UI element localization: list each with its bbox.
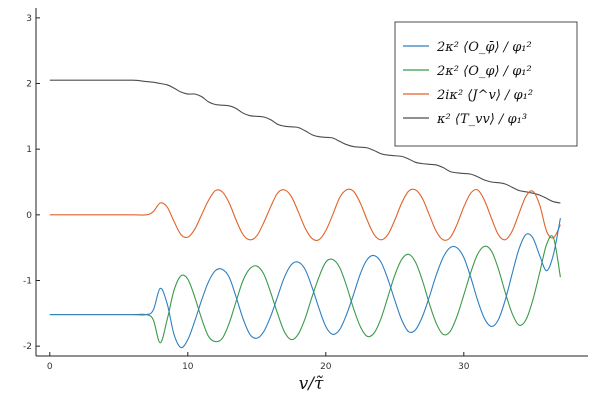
y-tick-label: -2 (23, 342, 32, 352)
axes (35, 8, 588, 357)
y-tick-label: 1 (26, 145, 32, 155)
series-line-0 (49, 218, 561, 349)
y-tick-label: -1 (23, 276, 32, 286)
legend: 2κ² ⟨O_φ̄⟩ / φ₁² 2κ² ⟨O_φ⟩ / φ₁² 2iκ² ⟨J^v… (394, 21, 578, 147)
y-tick-label: 2 (26, 80, 32, 90)
series-line-1 (49, 235, 561, 344)
y-tick-label: 0 (26, 211, 32, 221)
x-tick-label: 10 (182, 362, 194, 372)
series-line-3 (49, 79, 561, 204)
legend-box (394, 21, 578, 147)
x-tick-label: 0 (47, 362, 53, 372)
x-axis-label: v/τ̃ (299, 374, 324, 394)
x-tick-label: 30 (458, 362, 470, 372)
y-tick-label: 3 (26, 14, 32, 24)
legend-entry: 2iκ² ⟨J^v⟩ / φ₁² (436, 88, 533, 103)
legend-entry: 2κ² ⟨O_φ̄⟩ / φ₁² (436, 40, 532, 55)
series-layer (49, 79, 561, 349)
series-line-2 (49, 188, 561, 242)
ticks-layer: 0 10 20 30 -2 -1 0 1 2 3 (23, 14, 470, 372)
legend-entry: κ² ⟨T_vv⟩ / φ₁³ (436, 112, 527, 127)
x-tick-label: 20 (320, 362, 332, 372)
legend-entry: 2κ² ⟨O_φ⟩ / φ₁² (436, 64, 532, 79)
